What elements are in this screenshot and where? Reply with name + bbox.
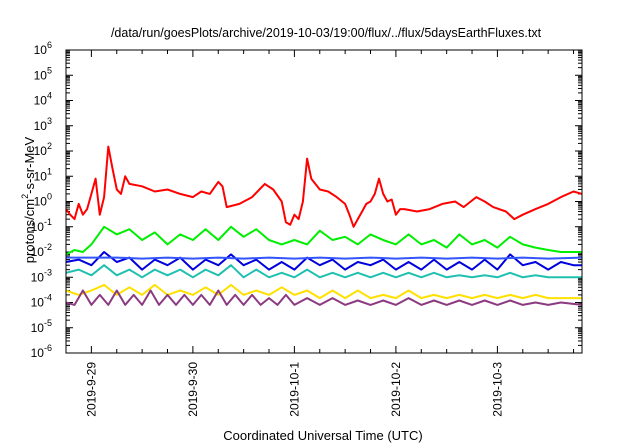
y-tick-label: 10-4 xyxy=(31,293,52,310)
y-tick-label: 103 xyxy=(34,116,52,133)
y-tick-label: 104 xyxy=(34,91,52,108)
series-line-7 xyxy=(65,289,583,306)
y-tick-label: 101 xyxy=(34,166,52,183)
x-tick-label: 2019-9-30 xyxy=(186,362,200,417)
y-tick-labels: 10-6 10-5 10-4 10-3 10-2 10-1 100 101 102 103 104 1… xyxy=(31,40,52,360)
y-tick-label: 100 xyxy=(34,192,52,209)
series-line-3 xyxy=(65,251,582,271)
x-tick-label: 2019-10-3 xyxy=(490,362,504,417)
y-tick-label: 102 xyxy=(34,141,52,158)
y-tick-label: 10-2 xyxy=(31,242,52,259)
series-line-4 xyxy=(66,256,583,260)
y-tick-label: 10-1 xyxy=(31,217,52,234)
x-tick-label: 2019-10-1 xyxy=(287,362,301,417)
x-tick-label: 2019-10-2 xyxy=(389,362,403,417)
chart-title: /data/run/goesPlots/archive/2019-10-03/1… xyxy=(111,26,542,40)
y-tick-label: 10-3 xyxy=(31,267,52,284)
y-tick-label: 105 xyxy=(34,65,52,82)
svg-text:protons/cm2-s-sr-MeV: protons/cm2-s-sr-MeV xyxy=(20,136,37,263)
y-tick-label: 10-5 xyxy=(31,318,52,335)
series-line-5 xyxy=(65,264,582,279)
series-line-6 xyxy=(65,283,582,300)
x-tick-labels: 2019-9-29 2019-9-30 2019-10-1 2019-10-2 2019… xyxy=(84,362,504,417)
x-axis-title: Coordinated Universal Time (UTC) xyxy=(223,428,422,443)
plot-frame xyxy=(65,49,583,354)
plot-series xyxy=(65,145,583,306)
y-tick-label: 106 xyxy=(34,40,52,57)
series-line-2 xyxy=(65,225,582,256)
axis-ticks xyxy=(65,49,582,354)
y-tick-label: 10-6 xyxy=(31,343,52,360)
series-line-1 xyxy=(65,145,583,228)
y-axis-title: protons/cm2-s-sr-MeV xyxy=(20,136,37,263)
x-tick-label: 2019-9-29 xyxy=(84,362,98,417)
